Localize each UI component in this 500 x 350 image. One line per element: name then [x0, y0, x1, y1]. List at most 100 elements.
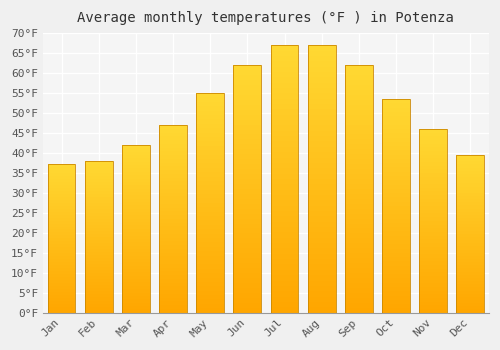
Bar: [419, 224, 447, 228]
Bar: [159, 223, 187, 226]
Bar: [48, 164, 76, 167]
Bar: [48, 259, 76, 262]
Bar: [159, 129, 187, 133]
Bar: [159, 151, 187, 155]
Bar: [48, 274, 76, 277]
Bar: [419, 162, 447, 166]
Bar: [345, 70, 373, 75]
Bar: [270, 83, 298, 88]
Bar: [196, 168, 224, 172]
Bar: [419, 159, 447, 162]
Bar: [382, 146, 410, 150]
Bar: [345, 105, 373, 110]
Bar: [85, 303, 112, 307]
Bar: [456, 183, 484, 187]
Bar: [382, 308, 410, 313]
Bar: [196, 198, 224, 203]
Bar: [419, 129, 447, 133]
Bar: [234, 214, 262, 219]
Bar: [196, 238, 224, 243]
Bar: [270, 61, 298, 66]
Bar: [308, 275, 336, 281]
Bar: [196, 194, 224, 198]
Bar: [122, 309, 150, 313]
Bar: [122, 293, 150, 296]
Bar: [85, 219, 112, 222]
Bar: [270, 291, 298, 296]
Bar: [382, 279, 410, 283]
Bar: [234, 90, 262, 95]
Bar: [382, 227, 410, 231]
Bar: [382, 215, 410, 219]
Bar: [122, 232, 150, 236]
Bar: [456, 306, 484, 309]
Bar: [382, 236, 410, 240]
Bar: [345, 85, 373, 90]
Bar: [48, 295, 76, 298]
Bar: [382, 150, 410, 155]
Bar: [270, 281, 298, 286]
Bar: [308, 104, 336, 110]
Bar: [382, 167, 410, 172]
Bar: [234, 273, 262, 278]
Bar: [308, 66, 336, 72]
Bar: [419, 309, 447, 313]
Bar: [159, 226, 187, 230]
Bar: [308, 120, 336, 125]
Bar: [308, 147, 336, 152]
Bar: [382, 184, 410, 189]
Bar: [122, 286, 150, 289]
Bar: [345, 144, 373, 149]
Bar: [196, 278, 224, 282]
Bar: [85, 194, 112, 197]
Bar: [456, 300, 484, 303]
Bar: [419, 140, 447, 144]
Bar: [456, 196, 484, 199]
Bar: [308, 141, 336, 147]
Bar: [234, 134, 262, 139]
Bar: [234, 139, 262, 144]
Bar: [419, 136, 447, 140]
Bar: [159, 268, 187, 271]
Bar: [159, 177, 187, 181]
Bar: [234, 154, 262, 159]
Bar: [345, 283, 373, 288]
Bar: [122, 205, 150, 209]
Bar: [308, 99, 336, 104]
Bar: [122, 256, 150, 259]
Bar: [85, 279, 112, 282]
Bar: [270, 206, 298, 211]
Bar: [196, 212, 224, 216]
Bar: [419, 287, 447, 290]
Bar: [48, 185, 76, 188]
Bar: [122, 172, 150, 175]
Bar: [382, 270, 410, 274]
Bar: [159, 170, 187, 174]
Bar: [270, 248, 298, 254]
Bar: [345, 120, 373, 125]
Bar: [196, 286, 224, 291]
Bar: [419, 250, 447, 254]
Bar: [456, 281, 484, 284]
Bar: [159, 144, 187, 148]
Bar: [419, 254, 447, 258]
Bar: [345, 238, 373, 243]
Bar: [308, 110, 336, 115]
Bar: [85, 203, 112, 206]
Bar: [48, 244, 76, 247]
Bar: [85, 264, 112, 267]
Bar: [419, 261, 447, 265]
Bar: [196, 137, 224, 141]
Bar: [308, 243, 336, 248]
Bar: [196, 172, 224, 176]
Bar: [122, 279, 150, 282]
Bar: [419, 151, 447, 155]
Bar: [196, 308, 224, 313]
Bar: [270, 66, 298, 72]
Bar: [345, 184, 373, 189]
Bar: [308, 50, 336, 56]
Bar: [419, 268, 447, 272]
Bar: [48, 283, 76, 286]
Bar: [196, 229, 224, 233]
Bar: [345, 258, 373, 263]
